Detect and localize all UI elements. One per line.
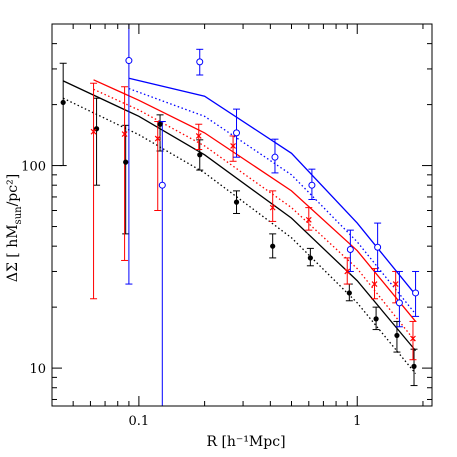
data-point <box>305 216 312 223</box>
x-axis-label: R [h⁻¹Mpc] <box>206 434 285 450</box>
data-point <box>230 143 236 149</box>
data-point <box>154 135 161 142</box>
data-point <box>197 152 203 158</box>
y-axis-label: ΔΣ [ hMsun/pc²] <box>5 174 24 282</box>
axis-ticks <box>51 23 432 406</box>
data-point <box>269 204 276 211</box>
data-point <box>90 128 97 135</box>
model-curve <box>62 97 417 374</box>
data-point <box>346 290 352 296</box>
y-axis-label-main: ΔΣ [ hM <box>5 224 21 282</box>
data-point <box>346 246 354 254</box>
y-tick-label: 100 <box>21 160 46 175</box>
data-point <box>395 299 403 307</box>
data-point <box>270 243 276 249</box>
model-curve <box>62 80 417 352</box>
tick-labels: 0.1 1 10 100 <box>21 160 361 429</box>
model-curves <box>62 77 417 374</box>
data-point <box>158 181 166 189</box>
model-curve <box>93 79 417 322</box>
data-point <box>195 133 202 139</box>
data-point <box>392 281 399 287</box>
plot-frame <box>51 23 433 407</box>
data-point <box>411 363 417 369</box>
data-point <box>60 99 66 106</box>
y-tick-label: 10 <box>29 362 46 377</box>
data-point <box>371 281 378 287</box>
data-point <box>196 58 204 66</box>
data-point <box>394 332 400 339</box>
x-tick-label: 1 <box>353 414 361 429</box>
data-point <box>374 243 382 251</box>
data-point <box>373 316 379 322</box>
data-point <box>157 121 163 127</box>
data-markers <box>60 57 420 369</box>
data-point <box>307 255 313 261</box>
data-point <box>344 268 351 275</box>
data-point <box>233 199 240 205</box>
model-curve <box>128 77 417 296</box>
model-curve <box>93 88 417 343</box>
x-tick-label: 0.1 <box>129 414 150 429</box>
data-point <box>121 131 128 138</box>
error-bars <box>59 23 420 407</box>
y-axis-label-subscript: sun <box>13 206 24 225</box>
data-point <box>123 159 129 165</box>
data-point <box>410 335 416 342</box>
data-point <box>271 153 279 161</box>
data-point <box>412 289 420 297</box>
y-axis-label-rest: /pc²] <box>5 174 21 207</box>
data-point <box>308 181 316 189</box>
data-point <box>233 129 241 137</box>
model-curve <box>128 87 417 315</box>
data-point <box>125 57 133 65</box>
